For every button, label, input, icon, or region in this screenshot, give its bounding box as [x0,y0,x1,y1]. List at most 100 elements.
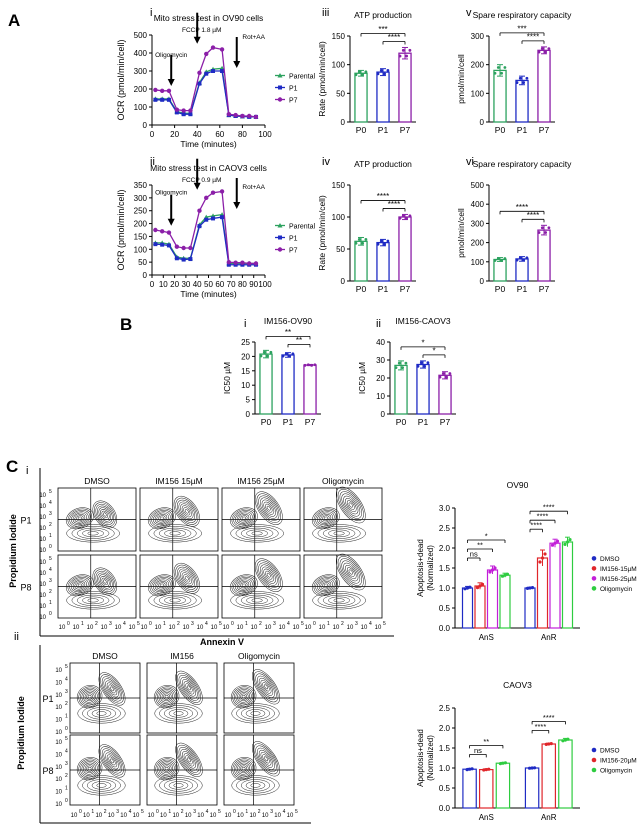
contour [77,516,82,520]
spare-capacity-chart-ov90: Spare respiratory capacity 0 100 200 300 pmol… [456,10,572,135]
x-tick-label: 100 [258,280,272,289]
y-tick-label: 10 [55,802,62,808]
chart-title: IM156-CAOV3 [395,316,451,326]
contour [313,575,339,595]
y-tick-exp: 4 [65,676,68,682]
contour [173,783,184,788]
data-dot [306,363,310,367]
contour [153,526,197,541]
x-tick-label: 30 [181,280,190,289]
contour [154,512,169,524]
x-tick-label: 80 [238,130,247,139]
y-tick-label: 100 [332,213,346,222]
contour [97,572,113,591]
y-tick-label: 350 [134,181,148,190]
contour [67,508,93,528]
contour [322,582,330,589]
contour [176,499,197,523]
bar [561,541,574,629]
bar [474,585,486,629]
contour [180,503,194,520]
contour [67,575,93,595]
data-point [204,217,209,222]
x-tick-exp: 0 [233,809,236,815]
contour [317,511,335,526]
contour [163,779,194,792]
sig-label: **** [388,33,400,42]
contour [164,766,169,771]
contour [238,764,249,774]
data-dot [503,573,507,577]
contour [245,781,266,790]
sig-label: **** [527,32,539,41]
y-tick-label: 400 [471,200,485,209]
data-dot [555,539,560,543]
data-dot [376,72,380,76]
x-tick-label: 10 [197,813,204,819]
contour [87,531,99,536]
x-tick-exp: 1 [245,621,248,627]
contour [82,705,121,722]
x-tick-exp: 3 [273,621,276,627]
contour [246,529,268,538]
y-tick-exp: 2 [65,773,68,779]
legend-label: P7 [289,98,298,105]
y-tick-label: 10 [55,668,62,674]
contour [156,514,168,523]
contour [86,779,117,792]
y-tick-label: 10 [39,537,46,543]
contour [76,582,84,589]
x-tick-label: 10 [71,813,78,819]
data-point [219,189,225,194]
contour [229,507,258,530]
bar [354,240,368,282]
data-dot [361,241,364,245]
data-dot [518,256,522,260]
y-tick-exp: 0 [65,798,68,804]
contour [180,570,194,587]
contour [178,568,196,588]
contour [317,593,361,608]
x-tick-label: 10 [262,813,269,819]
data-dot [525,586,530,591]
data-dot [465,768,469,772]
data-dot [482,768,486,772]
x-tick-label: AnR [541,813,557,822]
data-dot [530,766,534,770]
contour [339,558,362,586]
x-tick-exp: 5 [137,621,140,627]
contour [231,703,280,724]
sub-label-a-vi: vi [466,156,474,168]
data-dot [480,582,485,587]
legend-marker [591,566,597,571]
contour [240,693,247,700]
x-tick-exp: 1 [91,809,94,815]
data-dot [515,81,519,84]
contour [105,752,119,770]
sub-label-a-i: i [150,7,152,19]
contour [101,748,123,774]
data-dot [538,560,542,564]
y-tick-label: 400 [134,49,148,58]
legend-marker [591,576,597,581]
x-tick-exp: 0 [149,621,152,627]
x-tick-label: 40 [193,130,202,139]
x-tick-exp: 4 [283,809,286,815]
x-tick-label: P0 [495,125,506,135]
data-dot [498,762,503,766]
y-tick-label: 0.5 [439,784,451,793]
data-point [159,88,165,94]
injection-arrow-head [167,79,175,86]
y-tick-label: 200 [134,220,148,229]
data-point [220,215,225,220]
data-dot [484,768,488,772]
contour [254,558,283,592]
data-dot [386,69,390,72]
contour [235,593,279,608]
x-tick-label: 10 [87,625,94,631]
contour [323,583,328,587]
y-tick-label: 0 [381,410,386,419]
bar [398,216,412,282]
sub-label-c-ii: ii [14,631,19,643]
x-tick-label: 10 [211,625,218,631]
